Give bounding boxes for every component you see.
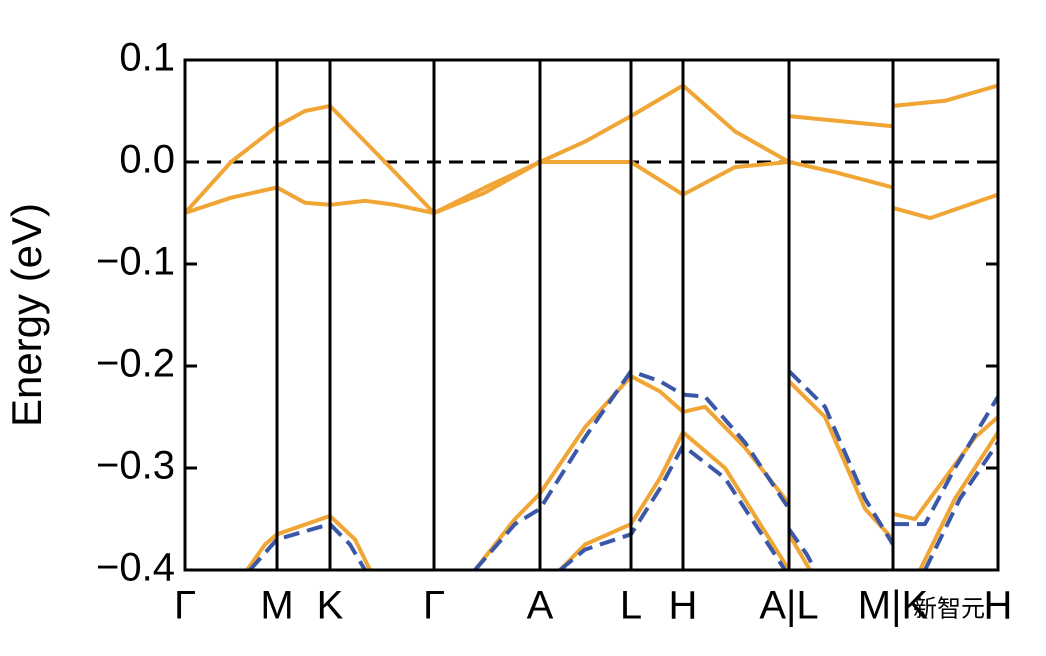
band [918, 431, 998, 570]
band [473, 374, 791, 570]
x-tick-label: H [669, 584, 698, 628]
band-dashed [558, 443, 787, 570]
band [788, 114, 894, 129]
x-tick-label: Γ [423, 584, 445, 628]
x-tick-label: A|L [759, 584, 818, 628]
band [892, 415, 998, 521]
plot-frame [183, 58, 1000, 572]
y-tick-label: −0.4 [96, 546, 175, 590]
x-tick-label: H [984, 584, 1013, 628]
band [245, 513, 372, 570]
band-dashed [893, 395, 998, 527]
band-dashed [923, 441, 998, 570]
band-dashed [473, 369, 791, 570]
band [185, 83, 790, 215]
band [892, 83, 998, 108]
band [787, 533, 812, 570]
plot-area [185, 83, 998, 570]
x-tick-label: L [620, 584, 642, 628]
y-tick-label: 0.1 [119, 36, 175, 80]
y-axis-label: Energy (eV) [3, 203, 50, 427]
watermark: 新智元 [913, 595, 985, 622]
band-dashed [787, 369, 895, 546]
band-dashed [248, 522, 367, 570]
band [185, 160, 790, 215]
y-tick-label: −0.3 [96, 444, 175, 488]
y-tick-label: 0.0 [119, 138, 175, 182]
y-tick-label: −0.1 [96, 240, 175, 284]
x-tick-label: Γ [174, 584, 196, 628]
x-tick-label: M [260, 584, 293, 628]
band-dashed [787, 528, 817, 570]
band [892, 192, 998, 221]
x-tick-label: A [527, 584, 554, 628]
x-tick-label: M|K [858, 584, 929, 628]
band [788, 160, 894, 190]
x-tick-label: K [317, 584, 344, 628]
band [558, 430, 791, 570]
y-tick-label: −0.2 [96, 342, 175, 386]
